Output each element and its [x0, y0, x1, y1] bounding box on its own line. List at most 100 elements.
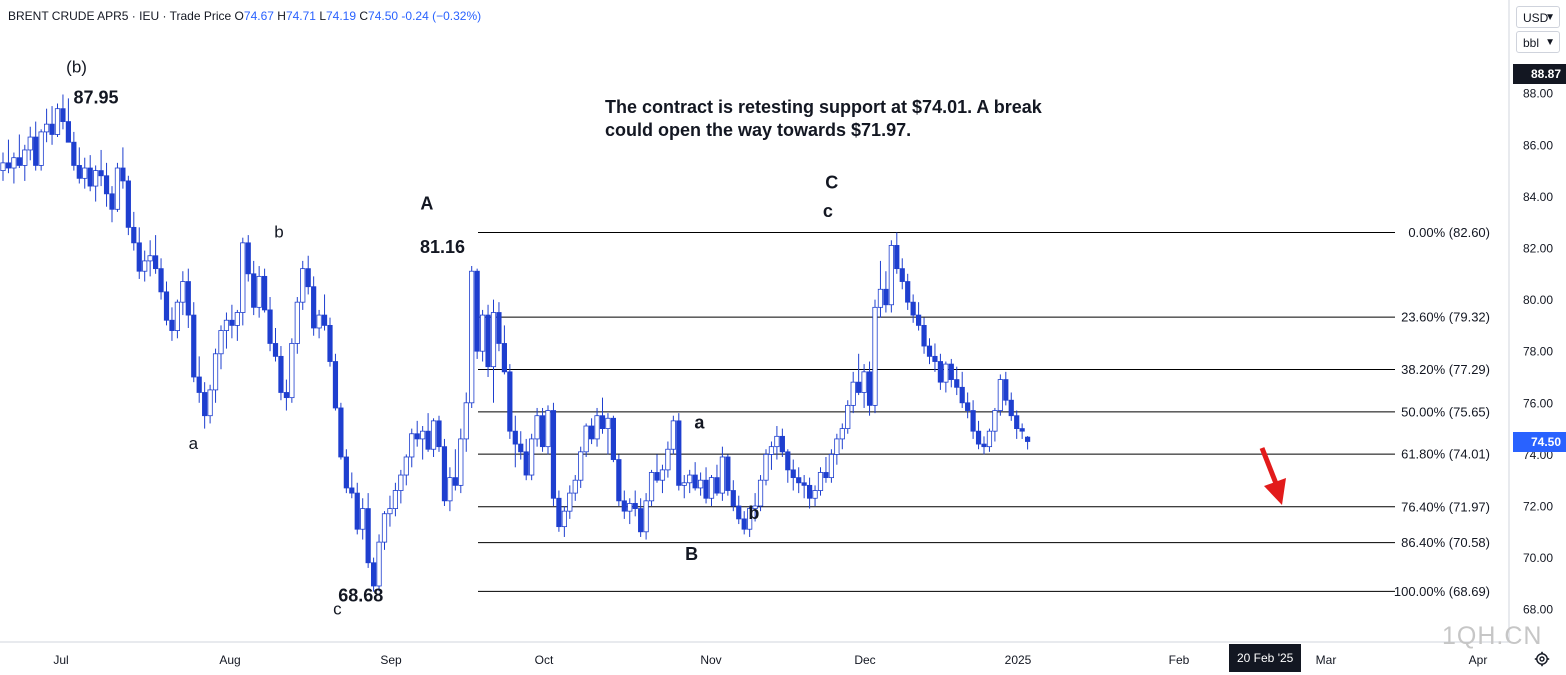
- unit-selector[interactable]: bbl ▼: [1516, 31, 1560, 53]
- candle[interactable]: [452, 449, 458, 491]
- candle[interactable]: [381, 511, 388, 550]
- candle[interactable]: [251, 260, 257, 316]
- candle[interactable]: [910, 294, 916, 323]
- candle[interactable]: [856, 353, 862, 396]
- candle[interactable]: [163, 281, 170, 326]
- candle[interactable]: [905, 273, 911, 310]
- candle[interactable]: [338, 402, 344, 460]
- candle[interactable]: [834, 433, 840, 465]
- candle[interactable]: [894, 232, 900, 274]
- candle[interactable]: [594, 407, 600, 447]
- candle[interactable]: [234, 309, 240, 341]
- candle[interactable]: [883, 271, 889, 313]
- candle[interactable]: [103, 162, 110, 207]
- candle[interactable]: [954, 366, 960, 396]
- candle[interactable]: [71, 131, 77, 171]
- candle[interactable]: [512, 415, 518, 468]
- candle[interactable]: [866, 361, 873, 416]
- candle[interactable]: [49, 106, 55, 145]
- candle[interactable]: [1003, 371, 1009, 406]
- candle[interactable]: [436, 415, 442, 452]
- candle[interactable]: [1014, 410, 1020, 439]
- candle[interactable]: [93, 165, 99, 202]
- candle[interactable]: [796, 467, 802, 494]
- candle[interactable]: [125, 175, 131, 236]
- candle[interactable]: [229, 304, 235, 339]
- candle[interactable]: [109, 186, 115, 223]
- candle[interactable]: [196, 356, 202, 403]
- candle[interactable]: [638, 498, 644, 537]
- gear-icon[interactable]: [1534, 651, 1550, 667]
- candle[interactable]: [676, 413, 682, 491]
- candle[interactable]: [757, 475, 764, 512]
- candle[interactable]: [779, 428, 785, 457]
- candle[interactable]: [921, 317, 927, 354]
- candle[interactable]: [828, 449, 835, 483]
- fibonacci-retracement[interactable]: 0.00% (82.60) 23.60% (79.32) 38.20% (77.29…: [478, 225, 1490, 599]
- candle[interactable]: [283, 379, 290, 411]
- candle[interactable]: [807, 477, 813, 509]
- candle[interactable]: [420, 426, 426, 460]
- candle[interactable]: [131, 211, 137, 251]
- candle[interactable]: [926, 338, 933, 365]
- candle[interactable]: [245, 235, 251, 282]
- candle[interactable]: [970, 400, 976, 439]
- candle[interactable]: [16, 134, 22, 169]
- candle[interactable]: [387, 495, 393, 527]
- candle[interactable]: [278, 346, 284, 401]
- candle[interactable]: [708, 475, 715, 506]
- candle[interactable]: [659, 464, 666, 494]
- candle[interactable]: [65, 98, 71, 143]
- candle[interactable]: [632, 490, 638, 517]
- candle[interactable]: [877, 260, 884, 318]
- candle[interactable]: [365, 493, 371, 568]
- candle[interactable]: [785, 449, 791, 483]
- candle[interactable]: [414, 420, 420, 447]
- candle[interactable]: [790, 459, 796, 491]
- candle[interactable]: [142, 250, 148, 282]
- candle[interactable]: [463, 392, 469, 452]
- candle[interactable]: [82, 157, 88, 189]
- candle[interactable]: [261, 268, 268, 313]
- candle[interactable]: [888, 240, 894, 313]
- candle[interactable]: [648, 469, 655, 506]
- candle[interactable]: [321, 294, 328, 331]
- candle[interactable]: [839, 423, 845, 450]
- candle[interactable]: [948, 358, 954, 388]
- candle[interactable]: [698, 472, 704, 496]
- candle[interactable]: [60, 94, 66, 130]
- candle[interactable]: [289, 338, 295, 403]
- candle[interactable]: [256, 266, 262, 318]
- candle[interactable]: [975, 420, 982, 450]
- candle[interactable]: [392, 482, 399, 517]
- candle[interactable]: [599, 397, 606, 434]
- candle[interactable]: [572, 475, 578, 501]
- candle[interactable]: [943, 361, 949, 393]
- candle[interactable]: [76, 147, 82, 184]
- candle[interactable]: [850, 371, 856, 414]
- candle[interactable]: [370, 557, 377, 592]
- candle[interactable]: [398, 469, 404, 504]
- symbol-header[interactable]: BRENT CRUDE APR5 · IEU · Trade Price O74…: [8, 9, 481, 23]
- candle[interactable]: [38, 129, 44, 171]
- candle[interactable]: [485, 304, 491, 377]
- candle[interactable]: [665, 441, 671, 478]
- candle[interactable]: [774, 426, 780, 460]
- candle[interactable]: [534, 407, 540, 447]
- candle[interactable]: [992, 407, 998, 442]
- currency-selector[interactable]: USD ▼: [1516, 6, 1560, 28]
- candle[interactable]: [627, 498, 633, 525]
- candle[interactable]: [752, 493, 758, 522]
- candle[interactable]: [687, 469, 693, 494]
- candle[interactable]: [997, 374, 1003, 416]
- candle[interactable]: [621, 490, 627, 519]
- candle[interactable]: [191, 302, 197, 383]
- candle[interactable]: [561, 506, 567, 537]
- candle[interactable]: [616, 454, 622, 506]
- candle[interactable]: [845, 400, 851, 434]
- candle[interactable]: [294, 297, 300, 354]
- candle[interactable]: [343, 449, 349, 494]
- time-axis[interactable]: Jul Aug Sep Oct Nov Dec 2025 Feb Mar Apr: [53, 653, 1487, 667]
- candle[interactable]: [27, 126, 33, 161]
- candle[interactable]: [768, 441, 775, 470]
